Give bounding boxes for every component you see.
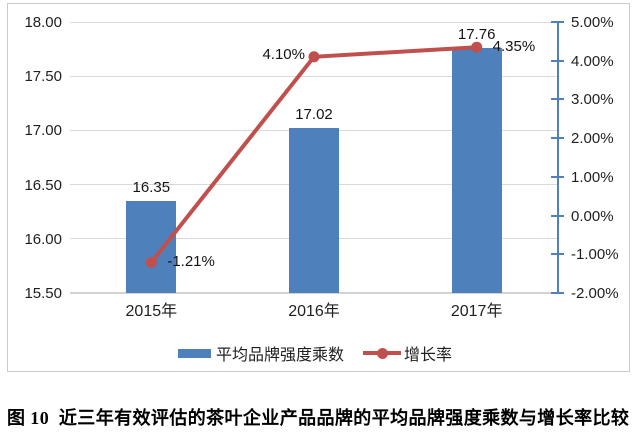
right-axis-tick-label: 2.00% [571,130,614,148]
right-axis-tick-label: 0.00% [571,207,614,225]
right-axis-tick [551,214,564,217]
right-axis-tick-label: 1.00% [571,168,614,186]
bar-value-label: 16.35 [132,178,171,196]
x-axis-label: 2017年 [450,303,503,320]
right-axis-tick [551,59,564,62]
bar [451,48,502,293]
right-axis-tick-label: 4.00% [571,52,614,70]
right-axis-tick [551,98,564,101]
line-legend-dot-icon [377,348,389,359]
right-axis-tick-label: -2.00% [571,285,619,302]
right-axis-tick [551,175,564,178]
figure-caption: 图 10 近三年有效评估的茶叶企业产品品牌的平均品牌强度乘数与增长率比较 [7,408,630,428]
line-point-label: -1.21% [167,253,215,271]
gridline [70,21,558,23]
right-axis-tick-label: 5.00% [571,14,614,31]
bar-value-label: 17.76 [457,26,496,44]
x-axis-label: 2016年 [288,303,340,320]
left-axis-tick-label: 16.00 [24,230,62,248]
line-point-label: 4.35% [492,38,536,56]
right-axis-tick [551,292,564,294]
legend: 平均品牌强度乘数 增长率 [178,343,453,364]
bar-legend-swatch [178,348,211,358]
line-legend-swatch [363,347,402,359]
left-axis-tick-label: 18.00 [24,14,62,31]
right-axis-tick [551,21,564,23]
right-axis-tick [551,253,564,256]
right-axis-line [557,22,559,293]
right-axis-tick-label: -1.00% [571,246,619,264]
left-axis-tick-label: 15.50 [24,285,62,302]
left-axis-tick-label: 17.00 [24,122,62,140]
gridline [70,292,558,294]
line-point-label: 4.10% [262,45,305,63]
right-axis-tick [551,137,564,140]
bar-legend-label: 平均品牌强度乘数 [216,347,345,364]
bar-value-label: 17.02 [295,106,333,124]
left-axis-tick-label: 16.50 [24,176,62,194]
left-axis-tick-label: 17.50 [24,68,62,86]
x-axis-label: 2015年 [125,303,178,320]
bar [126,200,177,293]
line-legend-label: 增长率 [404,347,453,364]
right-axis-tick-label: 3.00% [571,91,614,109]
bar [289,128,339,293]
